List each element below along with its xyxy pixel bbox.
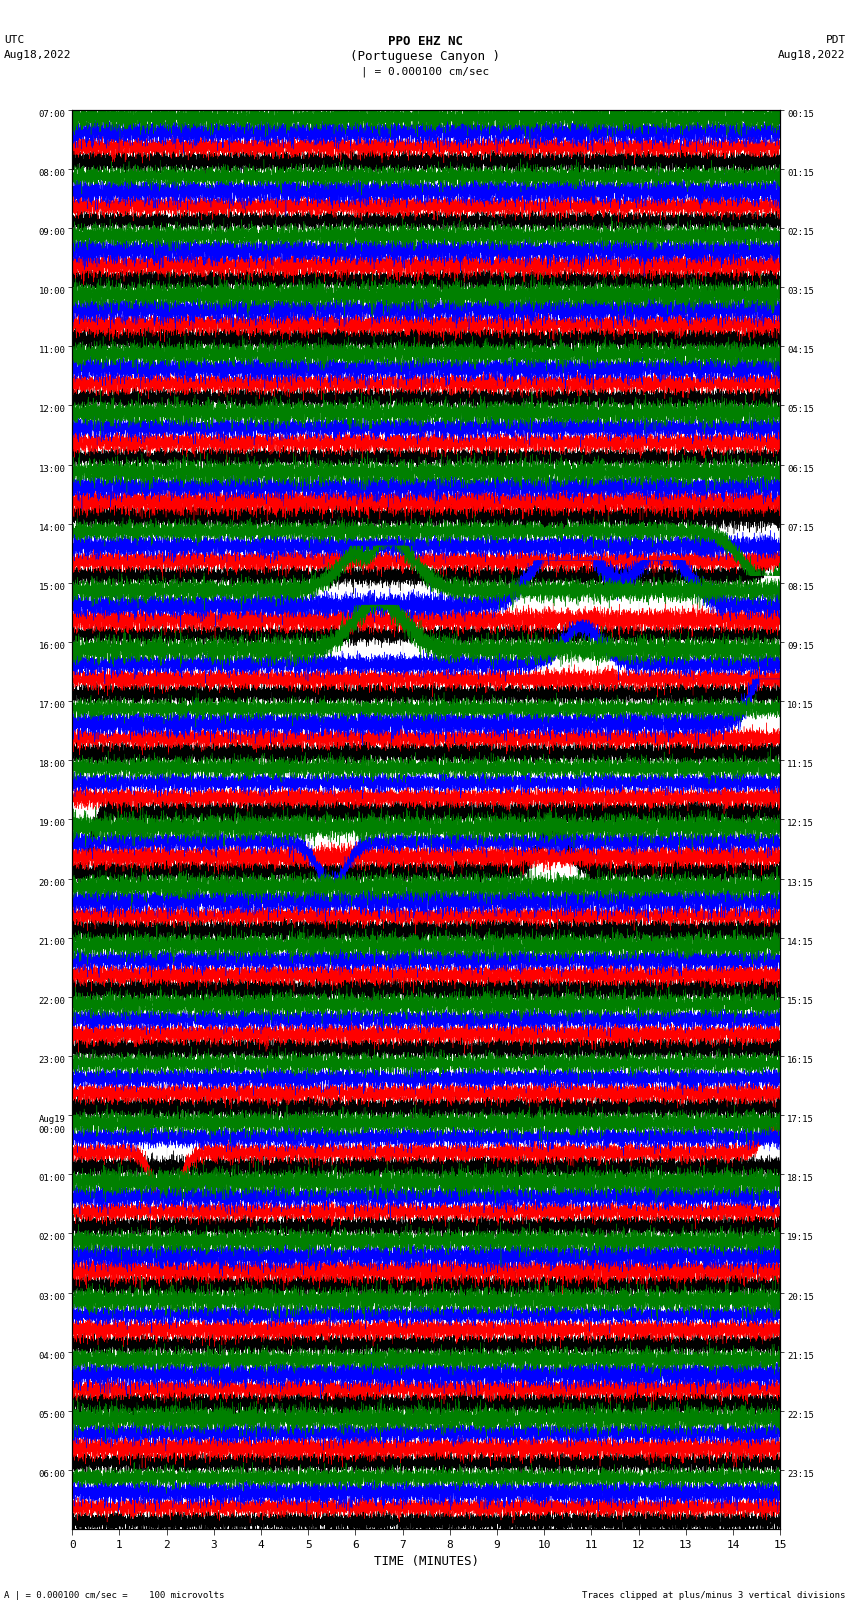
Text: PDT: PDT bbox=[825, 35, 846, 45]
Text: UTC: UTC bbox=[4, 35, 25, 45]
X-axis label: TIME (MINUTES): TIME (MINUTES) bbox=[374, 1555, 479, 1568]
Text: Aug18,2022: Aug18,2022 bbox=[4, 50, 71, 60]
Text: (Portuguese Canyon ): (Portuguese Canyon ) bbox=[350, 50, 500, 63]
Text: PPO EHZ NC: PPO EHZ NC bbox=[388, 35, 462, 48]
Text: | = 0.000100 cm/sec: | = 0.000100 cm/sec bbox=[361, 66, 489, 77]
Text: A | = 0.000100 cm/sec =    100 microvolts: A | = 0.000100 cm/sec = 100 microvolts bbox=[4, 1590, 224, 1600]
Text: Aug18,2022: Aug18,2022 bbox=[779, 50, 846, 60]
Text: Traces clipped at plus/minus 3 vertical divisions: Traces clipped at plus/minus 3 vertical … bbox=[582, 1590, 846, 1600]
